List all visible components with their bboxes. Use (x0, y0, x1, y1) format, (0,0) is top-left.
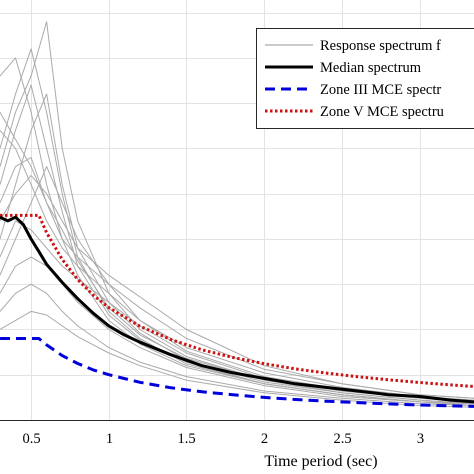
response-spectrum-line (0, 256, 474, 406)
x-tick-labels: 0.5 1 1.5 2 2.5 3 (22, 431, 424, 447)
x-tick-label: 1.5 (177, 431, 195, 447)
legend-label-zone3: Zone III MCE spectr (320, 82, 441, 98)
median-spectrum-line (0, 215, 474, 404)
x-tick-label: 1 (106, 431, 113, 447)
response-spectrum-line (0, 175, 474, 399)
x-tick-label: 2 (261, 431, 268, 447)
zone-v-mce-line (0, 213, 474, 388)
legend-label-response: Response spectrum f (320, 38, 441, 54)
series-lines (0, 21, 474, 408)
zone-iii-mce-line (0, 337, 474, 408)
response-spectrum-line (0, 220, 474, 403)
grid-lines (0, 0, 474, 420)
response-spectrum-line (0, 48, 474, 405)
response-spectrum-line (0, 283, 474, 406)
response-spectrum-line (0, 129, 474, 401)
x-tick-label: 2.5 (333, 431, 351, 447)
legend-label-zone5: Zone V MCE spectru (320, 104, 444, 120)
legend: Response spectrum f Median spectrum Zone… (256, 28, 474, 129)
x-axis-label: Time period (sec) (264, 453, 377, 470)
x-tick-label: 0.5 (22, 431, 40, 447)
legend-label-median: Median spectrum (320, 60, 422, 76)
response-spectrum-line (0, 310, 474, 408)
x-tick-label: 3 (417, 431, 424, 447)
